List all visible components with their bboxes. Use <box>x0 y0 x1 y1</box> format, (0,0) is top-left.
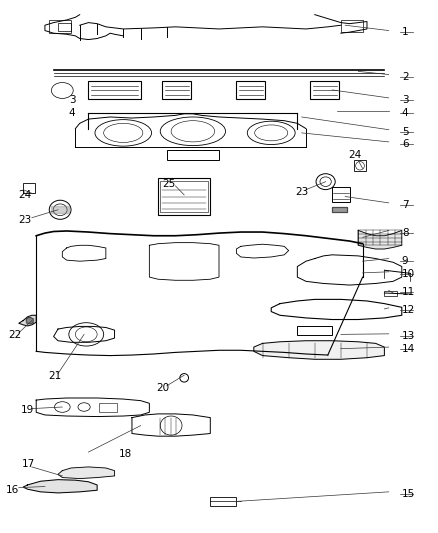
Text: 15: 15 <box>402 489 415 499</box>
Text: 23: 23 <box>295 187 308 197</box>
Text: 4: 4 <box>69 108 75 118</box>
Text: 17: 17 <box>22 459 35 469</box>
Text: 21: 21 <box>48 371 62 381</box>
Text: 25: 25 <box>162 179 176 189</box>
Text: 24: 24 <box>18 190 31 200</box>
Polygon shape <box>23 480 97 493</box>
Text: 22: 22 <box>8 330 21 340</box>
Text: 5: 5 <box>402 127 408 137</box>
Polygon shape <box>19 316 36 326</box>
Text: 2: 2 <box>402 71 408 82</box>
Text: 3: 3 <box>402 95 408 105</box>
Text: 7: 7 <box>402 200 408 210</box>
Text: 20: 20 <box>156 383 169 393</box>
Text: 8: 8 <box>402 228 408 238</box>
Text: 6: 6 <box>402 139 408 149</box>
Polygon shape <box>254 341 385 359</box>
Polygon shape <box>358 230 402 249</box>
Text: 11: 11 <box>402 287 415 297</box>
Text: 23: 23 <box>18 215 31 225</box>
Text: 9: 9 <box>402 256 408 265</box>
Text: 14: 14 <box>402 344 415 354</box>
Text: 13: 13 <box>402 331 415 341</box>
Text: 1: 1 <box>402 27 408 37</box>
Polygon shape <box>58 467 115 479</box>
Text: 16: 16 <box>6 484 19 495</box>
Text: 12: 12 <box>402 305 415 315</box>
Text: 4: 4 <box>402 108 408 118</box>
Text: 10: 10 <box>402 269 415 279</box>
Text: 19: 19 <box>21 405 34 415</box>
Text: 24: 24 <box>349 150 362 159</box>
Text: 18: 18 <box>119 449 132 459</box>
Text: 3: 3 <box>69 95 75 105</box>
